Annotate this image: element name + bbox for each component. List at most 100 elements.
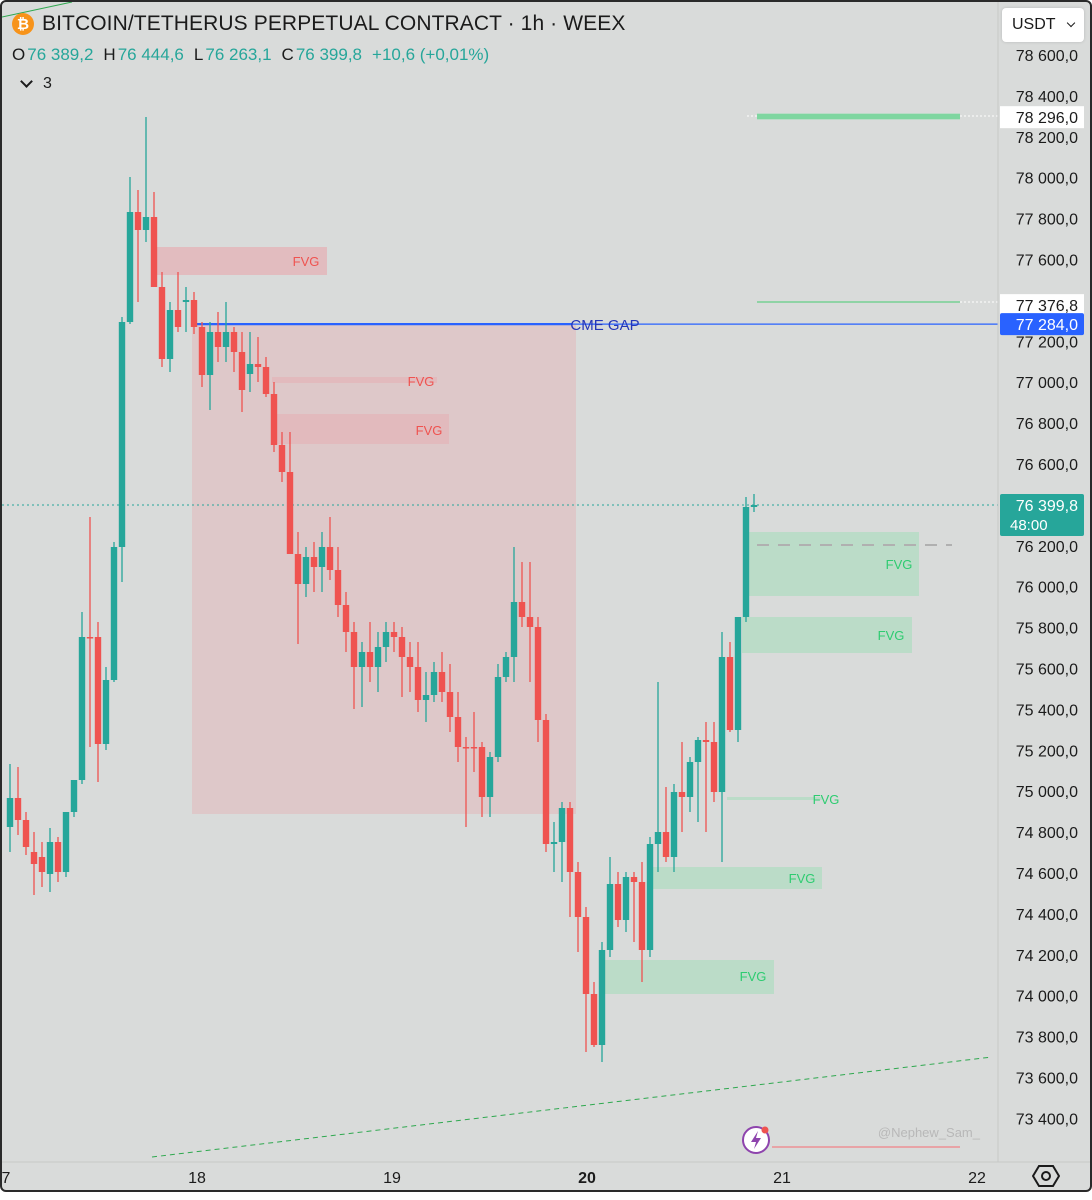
price-tick-label: 73 600,0 [1016, 1071, 1078, 1088]
candle-body [366, 652, 374, 667]
candle-body [502, 657, 510, 677]
chart-misc: @Nephew_Sam_ [742, 1125, 981, 1154]
candle-body [294, 554, 302, 584]
candle-body [374, 647, 382, 667]
price-tick-label: 75 400,0 [1016, 702, 1078, 719]
candle-body [166, 310, 174, 359]
price-tick-label: 77 200,0 [1016, 334, 1078, 351]
cme-price-label: 77 284,0 [1016, 317, 1078, 334]
candle-body [606, 884, 614, 950]
price-axis: 78 600,0 78 400,0 78 200,0 78 000,0 77 800,0… [997, 2, 1084, 1162]
candlesticks [6, 117, 758, 1062]
candle-body [542, 720, 550, 844]
candle-body [510, 602, 518, 657]
candle-body [254, 364, 262, 367]
candle-body [406, 657, 414, 667]
price-tick-label: 78 400,0 [1016, 89, 1078, 106]
time-label: 19 [383, 1170, 401, 1187]
fvg-zone-bull [600, 960, 774, 994]
fvg-label-bull: FVG [886, 557, 913, 572]
chevron-down-icon [20, 75, 33, 88]
fvg-label-bear: FVG [416, 423, 443, 438]
cme-gap-zone [192, 324, 576, 814]
candle-body [142, 217, 150, 230]
ohlc-legend: O 76 389,2 H 76 444,6 L 76 263,1 C 76 39… [12, 42, 625, 68]
fvg-zone-bear [152, 247, 327, 275]
high-value: 76 444,6 [117, 45, 184, 64]
close-label: C [281, 45, 294, 64]
candle-body [486, 757, 494, 797]
candle-body [734, 617, 742, 730]
candle-body [30, 852, 38, 864]
candle-body [742, 507, 750, 617]
candle-body [750, 505, 758, 507]
candle-body [310, 557, 318, 567]
price-tick-label: 74 800,0 [1016, 825, 1078, 842]
cme-gap-label: CME GAP [570, 317, 639, 334]
candle-body [518, 602, 526, 617]
currency-value: USDT [1012, 16, 1056, 33]
price-tick-label: 74 400,0 [1016, 907, 1078, 924]
gear-icon[interactable] [1032, 1162, 1060, 1190]
candle-body [78, 637, 86, 780]
current-price-label: 76 399,8 [1016, 498, 1078, 515]
trend-line [151, 1056, 993, 1158]
open-value: 76 389,2 [27, 45, 94, 64]
price-label-bg [1000, 106, 1084, 129]
candle-body [238, 352, 246, 390]
candle-body [110, 547, 118, 680]
candle-body [638, 882, 646, 950]
candle-body [334, 570, 342, 605]
candle-body [534, 627, 542, 720]
candle-body [598, 950, 606, 1045]
candle-body [462, 747, 470, 749]
candle-body [278, 445, 286, 472]
price-tick-label: 76 000,0 [1016, 580, 1078, 597]
fvg-zones: FVG FVG FVG FVG FVG FVG FVG FVG [152, 113, 960, 994]
price-tick-label: 74 200,0 [1016, 948, 1078, 965]
price-label: 78 296,0 [1016, 110, 1078, 127]
candle-body [582, 917, 590, 994]
open-label: O [12, 45, 26, 64]
indicators-toggle[interactable]: 3 [12, 72, 625, 96]
price-tick-label: 73 400,0 [1016, 1111, 1078, 1128]
fvg-zone-bull [727, 797, 822, 800]
symbol-title[interactable]: BITCOIN/TETHERUS PERPETUAL CONTRACT · 1h… [42, 12, 626, 35]
fvg-label-bull: FVG [813, 792, 840, 807]
cme-price-label-bg [1000, 313, 1084, 336]
candle-body [190, 300, 198, 327]
candle-body [198, 327, 206, 375]
currency-dropdown[interactable]: USDT [1002, 8, 1084, 42]
price-label: 77 376,8 [1016, 298, 1078, 315]
fvg-zone-bull [652, 867, 822, 889]
price-tick-label: 75 600,0 [1016, 662, 1078, 679]
fvg-label-bull: FVG [789, 871, 816, 886]
price-tick-label: 76 600,0 [1016, 457, 1078, 474]
candle-body [670, 792, 678, 857]
candle-body [662, 832, 670, 857]
price-change: +10,6 (+0,01%) [372, 45, 490, 64]
candle-body [454, 717, 462, 747]
candle-body [246, 364, 254, 374]
candle-body [718, 657, 726, 792]
price-tick-label: 78 600,0 [1016, 48, 1078, 65]
chart-header: ₿ BITCOIN/TETHERUS PERPETUAL CONTRACT · … [12, 10, 625, 96]
candle-body [318, 547, 326, 567]
candle-body [422, 695, 430, 700]
candle-body [262, 367, 270, 394]
candle-body [182, 300, 190, 302]
candle-body [654, 832, 662, 844]
candle-body [678, 792, 686, 797]
notification-dot [761, 1126, 769, 1134]
candle-body [726, 657, 734, 730]
price-tick-label: 77 600,0 [1016, 253, 1078, 270]
candle-body [14, 798, 22, 820]
candle-body [646, 844, 654, 950]
candle-body [614, 884, 622, 920]
bitcoin-icon: ₿ [12, 13, 34, 35]
candle-body [54, 842, 62, 872]
close-value: 76 399,8 [295, 45, 363, 64]
high-label: H [103, 45, 116, 64]
